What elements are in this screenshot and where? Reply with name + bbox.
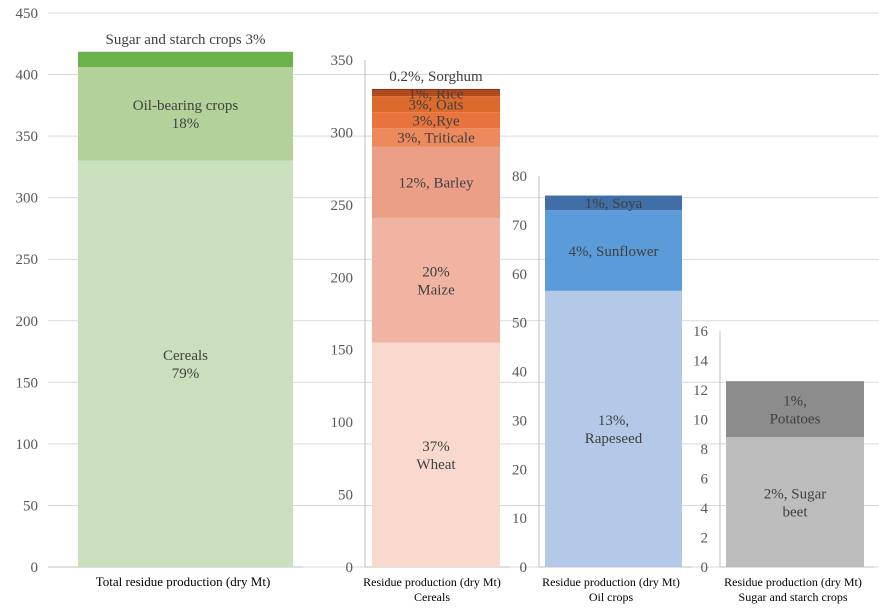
bar-segment-rapeseed (545, 290, 682, 567)
bar-segment-cereals (78, 160, 293, 567)
bar-segment-potatoes (726, 381, 864, 438)
y-tick-label: 10 (512, 511, 527, 527)
data-label-rapeseed: 13%, (598, 413, 629, 429)
y-tick-label: 300 (331, 125, 354, 141)
y-tick-label: 100 (331, 415, 354, 431)
y-tick-label: 50 (338, 488, 353, 504)
bar-segment-triticale (372, 128, 500, 147)
data-label-sugar-and-starch-crops: Sugar and starch crops 3% (106, 32, 266, 48)
data-label-oats: 3%, Oats (409, 97, 464, 113)
bar-segment-oats (372, 96, 500, 113)
y-tick-label: 300 (16, 191, 39, 207)
y-tick-label: 30 (512, 413, 527, 429)
bar-segment-sorghum (372, 88, 500, 91)
data-label-sugar-beet: 2%, Sugar (764, 486, 827, 502)
y-tick-label: 20 (512, 462, 527, 478)
y-tick-label: 400 (16, 68, 39, 84)
x-axis-label: Oil crops (589, 590, 634, 604)
bar-segment-sugar-and-starch-crops (78, 51, 293, 68)
x-axis-label: Total residue production (dry Mt) (96, 574, 271, 589)
y-tick-label: 14 (693, 354, 709, 370)
y-tick-label: 0 (31, 560, 39, 576)
y-tick-label: 200 (16, 314, 39, 330)
bar-segment-soya (545, 195, 682, 211)
data-label-potatoes: Potatoes (770, 411, 821, 427)
y-tick-label: 0 (520, 560, 528, 576)
y-tick-label: 8 (701, 442, 709, 458)
y-tick-label: 6 (701, 472, 709, 488)
bar-segment-rice (372, 90, 500, 97)
y-tick-label: 80 (512, 169, 527, 185)
y-tick-label: 150 (16, 375, 39, 391)
y-tick-label: 450 (16, 6, 39, 22)
y-tick-label: 0 (346, 560, 354, 576)
y-tick-label: 250 (16, 252, 39, 268)
y-tick-label: 16 (693, 324, 709, 340)
y-tick-label: 250 (331, 198, 354, 214)
y-tick-label: 200 (331, 270, 354, 286)
data-label-rice: 1%, Rice (409, 87, 464, 103)
bar-segment-maize (372, 217, 500, 343)
data-label-sorghum: 0.2%, Sorghum (389, 69, 483, 85)
data-label-sugar-beet: beet (783, 504, 809, 520)
bar-segment-sunflower (545, 210, 682, 291)
y-tick-label: 70 (512, 218, 527, 234)
data-label-cereals: 79% (172, 366, 200, 382)
data-label-barley: 12%, Barley (399, 176, 474, 192)
data-label-rapeseed: Rapeseed (585, 431, 643, 447)
x-axis-label: Cereals (414, 590, 450, 604)
y-tick-label: 150 (331, 343, 354, 359)
data-label-oil-bearing-crops: 18% (172, 116, 200, 132)
bar-segment-barley (372, 146, 500, 218)
x-axis-label: Residue production (dry Mt) (724, 575, 862, 589)
data-label-oil-bearing-crops: Oil-bearing crops (133, 98, 239, 114)
x-axis-label: Sugar and starch crops (739, 590, 848, 604)
y-tick-label: 12 (693, 383, 708, 399)
data-label-triticale: 3%, Triticale (397, 131, 475, 147)
data-label-wheat: 37% (422, 439, 450, 455)
data-label-sunflower: 4%, Sunflower (569, 244, 659, 260)
bar-segment-oil-bearing-crops (78, 67, 293, 161)
y-tick-label: 50 (23, 498, 38, 514)
bar-segment-wheat (372, 342, 500, 567)
data-label-maize: 20% (422, 264, 450, 280)
data-label-potatoes: 1%, (783, 393, 807, 409)
x-axis-label: Residue production (dry Mt) (363, 575, 501, 589)
y-tick-label: 50 (512, 316, 527, 332)
y-tick-label: 350 (331, 53, 354, 69)
bar-segment-rye (372, 112, 500, 129)
y-tick-label: 40 (512, 365, 527, 381)
data-label-cereals: Cereals (163, 348, 208, 364)
data-label-rye: 3%,Rye (412, 113, 460, 129)
bar-segment-sugar-beet (726, 437, 864, 567)
y-tick-label: 100 (16, 437, 39, 453)
y-tick-label: 60 (512, 267, 527, 283)
y-tick-label: 10 (693, 413, 708, 429)
y-tick-label: 2 (701, 531, 709, 547)
y-tick-label: 4 (701, 501, 709, 517)
data-label-maize: Maize (417, 282, 455, 298)
x-axis-label: Residue production (dry Mt) (542, 575, 680, 589)
data-label-soya: 1%, Soya (585, 196, 643, 212)
data-label-wheat: Wheat (416, 457, 456, 473)
y-tick-label: 350 (16, 129, 39, 145)
y-tick-label: 0 (701, 560, 709, 576)
